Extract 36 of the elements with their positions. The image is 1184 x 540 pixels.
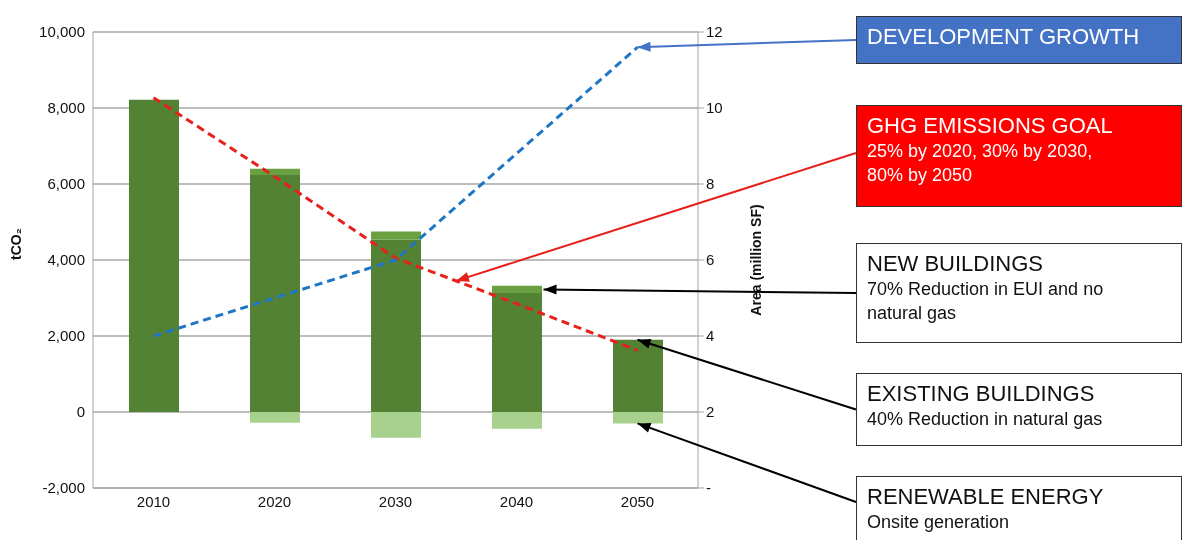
text: GHG EMISSIONS GOAL 25% by 2020, 30% by 2030, 80% by 2050 [867, 112, 1114, 187]
y2-tick-label: - [706, 479, 711, 497]
y2-tick-label: 2 [706, 403, 715, 421]
annotation: RENEWABLE ENERGY Onsite generation [867, 483, 1105, 534]
y-tick-label: 4,000 [47, 251, 85, 269]
bar [613, 339, 663, 412]
bar [250, 412, 300, 423]
x-tick-label: 2010 [136, 492, 171, 510]
y2-tick-label: 8 [706, 175, 715, 193]
y2-tick-label: 10 [706, 99, 723, 117]
bar [250, 168, 300, 175]
bar [371, 239, 421, 412]
text: NEW BUILDINGS 70% Reduction in EUI and no natural gas [867, 250, 1105, 325]
y-tick-label: 6,000 [47, 175, 85, 193]
annotation: EXISTING BUILDINGS 40% Reduction in natural gas [867, 380, 1104, 431]
bar [492, 293, 542, 412]
x-tick-label: 2050 [620, 492, 655, 510]
y-tick-label: 0 [76, 403, 85, 421]
y-tick-label: 10,000 [39, 23, 85, 41]
y2-axis-title: Area (million SF) [748, 204, 764, 316]
x-tick-label: 2020 [257, 492, 292, 510]
y2-tick-label: 12 [706, 23, 723, 41]
bar [250, 174, 300, 412]
bar [371, 412, 421, 438]
y2-tick-label: 4 [706, 327, 715, 345]
y2-tick-label: 6 [706, 251, 715, 269]
y-tick-label: 2,000 [47, 327, 85, 345]
annotation: DEVELOPMENT GROWTH [867, 23, 1140, 50]
x-tick-label: 2030 [378, 492, 413, 510]
bar [613, 412, 663, 424]
y-tick-label: -2,000 [42, 479, 85, 497]
x-tick-label: 2040 [499, 492, 534, 510]
y-tick-label: 8,000 [47, 99, 85, 117]
bar [129, 99, 179, 412]
y-axis-title: tCO₂ [7, 228, 24, 260]
bar [492, 412, 542, 429]
